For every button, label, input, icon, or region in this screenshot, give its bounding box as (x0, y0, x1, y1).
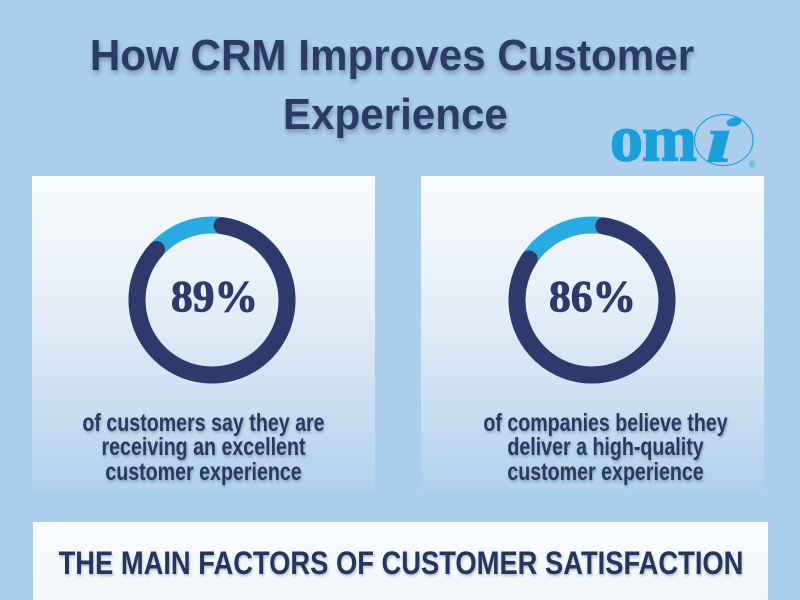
svg-text:om: om (610, 103, 696, 173)
svg-text:ı: ı (706, 103, 733, 173)
svg-text:®: ® (749, 160, 756, 170)
